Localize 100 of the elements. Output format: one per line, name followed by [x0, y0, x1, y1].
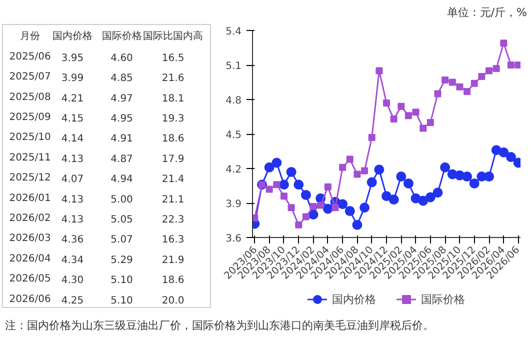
data-label: 18.6	[162, 134, 184, 145]
point	[440, 162, 450, 172]
data-label: 4.36	[61, 234, 84, 246]
category-label: 2025/09	[9, 112, 51, 124]
point	[361, 167, 368, 174]
point	[374, 164, 384, 175]
point	[317, 202, 324, 209]
point	[273, 181, 280, 188]
point	[448, 78, 456, 86]
point	[486, 67, 493, 74]
point	[366, 177, 377, 188]
data-label: 5.10	[110, 275, 133, 286]
point	[368, 134, 376, 141]
data-label: 4.87	[110, 154, 133, 165]
category-label: 2026/05	[9, 274, 51, 285]
point	[432, 188, 443, 198]
category-label: 2025/08	[9, 92, 51, 103]
point	[360, 202, 370, 213]
data-label: 4.34	[61, 254, 84, 266]
y-tick-label: 5.4	[226, 26, 242, 38]
text: 月份	[20, 31, 40, 42]
text: 国际比国内高	[143, 30, 204, 42]
legend-label: 国际价格	[421, 292, 465, 306]
point	[300, 190, 311, 200]
point	[346, 156, 354, 163]
point	[403, 178, 414, 188]
point	[388, 194, 399, 205]
data-label: 4.13	[61, 214, 84, 226]
point	[286, 166, 296, 177]
point	[294, 180, 304, 190]
point	[404, 112, 412, 120]
category-label: 2026/03	[9, 233, 51, 244]
data-label: 18.6	[162, 275, 184, 286]
point	[492, 64, 500, 72]
data-label: 4.21	[61, 93, 84, 104]
point	[442, 76, 449, 84]
y-tick-label: 4.5	[226, 130, 242, 141]
category-label: 2026/06	[9, 294, 51, 305]
data-label: 4.15	[61, 114, 84, 125]
data-label: 4.07	[61, 174, 84, 186]
point	[514, 62, 520, 68]
point	[398, 102, 405, 110]
text: 注：国内价格为山东三级豆油出厂价，国际价格为到山东港口的南美毛豆油到岸税后价。	[5, 318, 434, 334]
point	[278, 180, 289, 190]
data-label: 17.9	[162, 154, 184, 165]
category-label: 2026/02	[9, 213, 51, 224]
point	[302, 213, 310, 220]
point	[420, 124, 427, 132]
point	[507, 62, 514, 68]
data-label: 5.29	[110, 254, 133, 266]
text: 单位：元/斤，%	[446, 5, 527, 21]
point	[266, 186, 273, 193]
data-label: 5.07	[110, 234, 133, 246]
data-label: 4.95	[110, 114, 133, 125]
point	[376, 67, 383, 74]
point	[500, 40, 508, 47]
point	[288, 204, 295, 212]
data-label: 5.10	[110, 295, 133, 306]
y-tick-label: 3.6	[226, 234, 242, 244]
point	[344, 206, 355, 216]
data-label: 5.05	[110, 214, 133, 226]
point	[426, 119, 434, 126]
data-label: 21.9	[162, 254, 184, 266]
data-label: 21.1	[162, 194, 184, 206]
point	[332, 204, 339, 212]
category-label: 2025/10	[9, 132, 51, 144]
data-label: 4.85	[110, 73, 133, 84]
y-tick-label: 3.9	[226, 199, 242, 210]
point	[484, 172, 494, 182]
y-tick-label: 4.2	[226, 164, 242, 176]
series-label: 国内价格	[52, 30, 92, 42]
data-label: 18.1	[162, 93, 184, 104]
data-label: 21.6	[162, 73, 184, 84]
category-label: 2026/01	[9, 192, 51, 204]
point	[310, 202, 317, 210]
data-label: 4.94	[110, 174, 133, 186]
data-label: 21.4	[162, 174, 184, 186]
point	[434, 90, 442, 98]
category-label: 2025/07	[9, 72, 51, 83]
point	[506, 152, 516, 162]
point	[418, 196, 428, 206]
point	[272, 158, 282, 168]
data-label: 5.00	[110, 194, 133, 206]
data-label: 4.60	[110, 52, 133, 64]
point	[462, 172, 472, 182]
data-label: 3.95	[61, 52, 84, 64]
point	[464, 88, 471, 95]
category-label: 2025/06	[9, 51, 51, 62]
point	[295, 221, 302, 228]
point	[382, 191, 392, 202]
data-label: 4.14	[61, 134, 84, 145]
data-label: 16.3	[162, 234, 184, 246]
point	[396, 172, 406, 182]
data-label: 4.97	[110, 93, 133, 104]
data-label: 4.25	[61, 295, 84, 306]
point	[498, 147, 509, 158]
legend-label: 国内价格	[332, 292, 376, 306]
point	[339, 164, 346, 171]
data-label: 20.0	[162, 295, 184, 306]
point	[425, 192, 436, 202]
